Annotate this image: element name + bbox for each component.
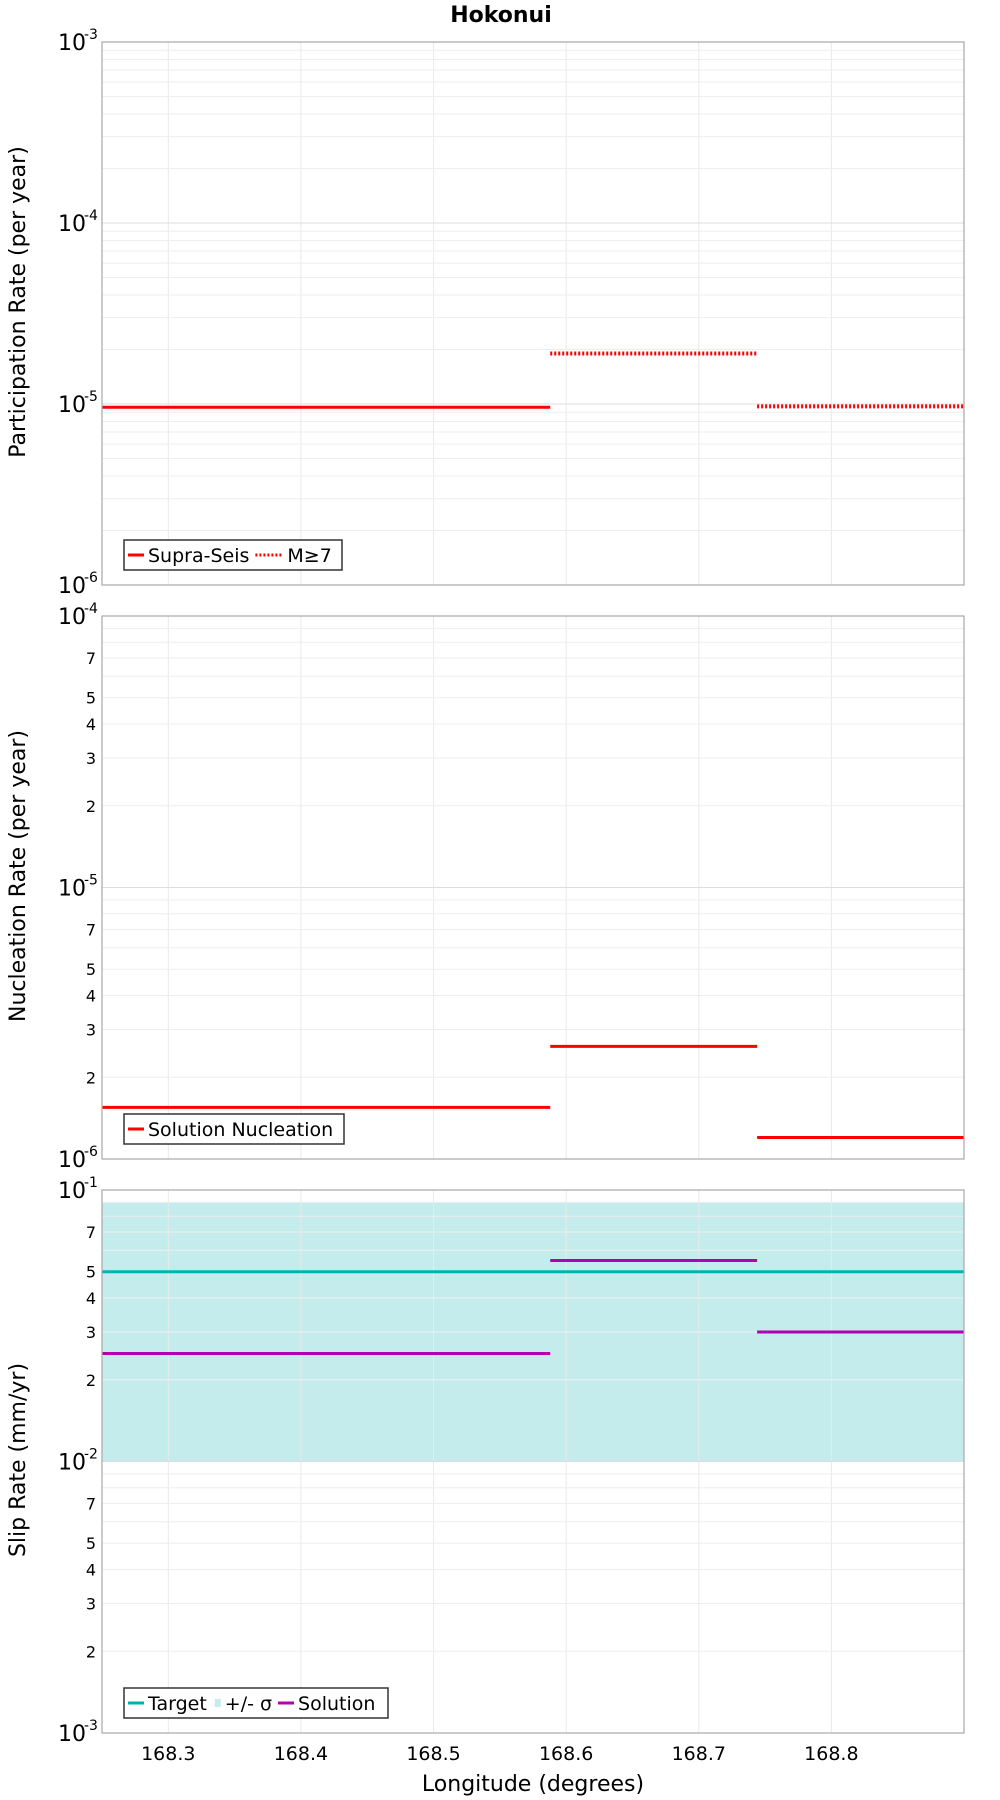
x-tick-label: 168.4 [274,1743,328,1765]
y-tick-exponent: -6 [84,570,98,586]
plot-area [102,42,964,585]
y-tick-label-minor: 2 [86,1371,96,1390]
y-tick-label-minor: 7 [86,1223,96,1242]
y-axis-label: Slip Rate (mm/yr) [6,1363,31,1557]
y-tick-label-minor: 3 [86,1594,96,1613]
y-tick-exponent: -3 [84,27,98,43]
y-tick-label-minor: 5 [86,1534,96,1553]
y-tick-label-minor: 7 [86,1495,96,1514]
y-tick-label-major: 10 [58,212,86,237]
legend-box [123,1687,389,1719]
y-tick-exponent: -4 [84,208,98,224]
y-tick-label-major: 10 [58,31,86,56]
x-tick-label: 168.6 [539,1743,593,1765]
y-tick-label-minor: 2 [86,1068,96,1087]
y-tick-label-major: 10 [58,1451,86,1476]
y-axis-label: Nucleation Rate (per year) [6,730,31,1022]
y-tick-label-minor: 5 [86,1263,96,1282]
y-tick-label-major: 10 [58,1148,86,1173]
legend: Solution Nucleation [123,1113,345,1145]
legend-label: Supra-Seis [148,545,249,567]
y-tick-exponent: -6 [84,1144,98,1160]
y-tick-label-major: 10 [58,393,86,418]
y-tick-exponent: -4 [84,601,98,617]
legend-label: Target [147,1693,207,1715]
legend-label: M≥7 [287,545,331,567]
plot-frame [101,1189,965,1734]
y-tick-label-minor: 4 [86,715,96,734]
plot-frame [101,41,965,586]
x-tick-label: 168.3 [141,1743,195,1765]
y-tick-label-major: 10 [58,605,86,630]
y-tick-label-major: 10 [58,574,86,599]
y-tick-exponent: -2 [84,1447,98,1463]
legend-label: Solution Nucleation [148,1119,333,1141]
y-tick-label-minor: 7 [86,921,96,940]
y-tick-label-minor: 5 [86,960,96,979]
x-tick-label: 168.8 [804,1743,858,1765]
legend: Target +/- σ Solution [123,1687,389,1719]
x-axis-label: Longitude (degrees) [422,1772,644,1797]
y-tick-exponent: -5 [84,873,98,889]
y-tick-label-minor: 4 [86,1561,96,1580]
x-tick-label: 168.5 [406,1743,460,1765]
legend-box [123,1113,345,1145]
y-tick-label-minor: 4 [86,1289,96,1308]
plot-frame [101,615,965,1160]
legend-label: +/- σ [225,1693,272,1715]
y-axis-label: Participation Rate (per year) [6,146,31,458]
y-tick-label-minor: 3 [86,749,96,768]
legend-swatch [214,1699,221,1707]
x-tick-label: 168.7 [672,1743,726,1765]
y-tick-label-minor: 4 [86,987,96,1006]
y-tick-label-major: 10 [58,1722,86,1747]
y-tick-label-minor: 3 [86,1323,96,1342]
y-tick-label-minor: 7 [86,649,96,668]
y-tick-label-minor: 2 [86,1642,96,1661]
legend-label: Solution [298,1693,375,1715]
y-tick-exponent: -1 [84,1175,98,1191]
y-tick-label-major: 10 [58,877,86,902]
y-tick-label-major: 10 [58,1179,86,1204]
y-tick-label-minor: 5 [86,689,96,708]
y-tick-label-minor: 2 [86,797,96,816]
y-tick-label-minor: 3 [86,1020,96,1039]
legend-box [123,539,343,571]
y-tick-exponent: -3 [84,1718,98,1734]
chart-title: Hokonui [450,3,552,28]
y-tick-exponent: -5 [84,389,98,405]
legend: Supra-Seis M≥7 [123,539,343,571]
